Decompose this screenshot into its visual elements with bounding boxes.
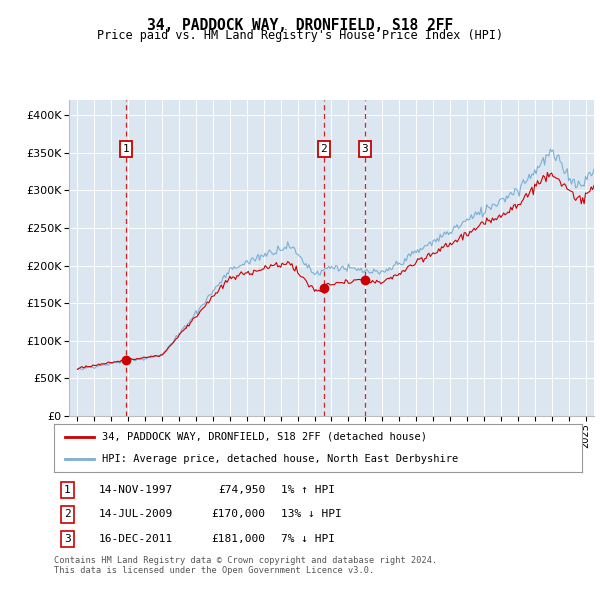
Text: 2: 2 xyxy=(64,510,71,519)
Text: Price paid vs. HM Land Registry's House Price Index (HPI): Price paid vs. HM Land Registry's House … xyxy=(97,30,503,42)
Text: 7% ↓ HPI: 7% ↓ HPI xyxy=(281,534,335,544)
Text: 1% ↑ HPI: 1% ↑ HPI xyxy=(281,485,335,495)
Text: 14-JUL-2009: 14-JUL-2009 xyxy=(99,510,173,519)
Text: 1: 1 xyxy=(122,144,130,154)
Text: 1: 1 xyxy=(64,485,71,495)
Text: HPI: Average price, detached house, North East Derbyshire: HPI: Average price, detached house, Nort… xyxy=(101,454,458,464)
Text: £170,000: £170,000 xyxy=(211,510,265,519)
Text: 3: 3 xyxy=(64,534,71,544)
Text: 34, PADDOCK WAY, DRONFIELD, S18 2FF: 34, PADDOCK WAY, DRONFIELD, S18 2FF xyxy=(147,18,453,32)
Text: Contains HM Land Registry data © Crown copyright and database right 2024.: Contains HM Land Registry data © Crown c… xyxy=(54,556,437,565)
Text: 2: 2 xyxy=(320,144,327,154)
Text: £74,950: £74,950 xyxy=(218,485,265,495)
Text: 34, PADDOCK WAY, DRONFIELD, S18 2FF (detached house): 34, PADDOCK WAY, DRONFIELD, S18 2FF (det… xyxy=(101,432,427,442)
Text: 3: 3 xyxy=(361,144,368,154)
Text: 16-DEC-2011: 16-DEC-2011 xyxy=(99,534,173,544)
Text: £181,000: £181,000 xyxy=(211,534,265,544)
Text: 13% ↓ HPI: 13% ↓ HPI xyxy=(281,510,342,519)
Text: This data is licensed under the Open Government Licence v3.0.: This data is licensed under the Open Gov… xyxy=(54,566,374,575)
Text: 14-NOV-1997: 14-NOV-1997 xyxy=(99,485,173,495)
